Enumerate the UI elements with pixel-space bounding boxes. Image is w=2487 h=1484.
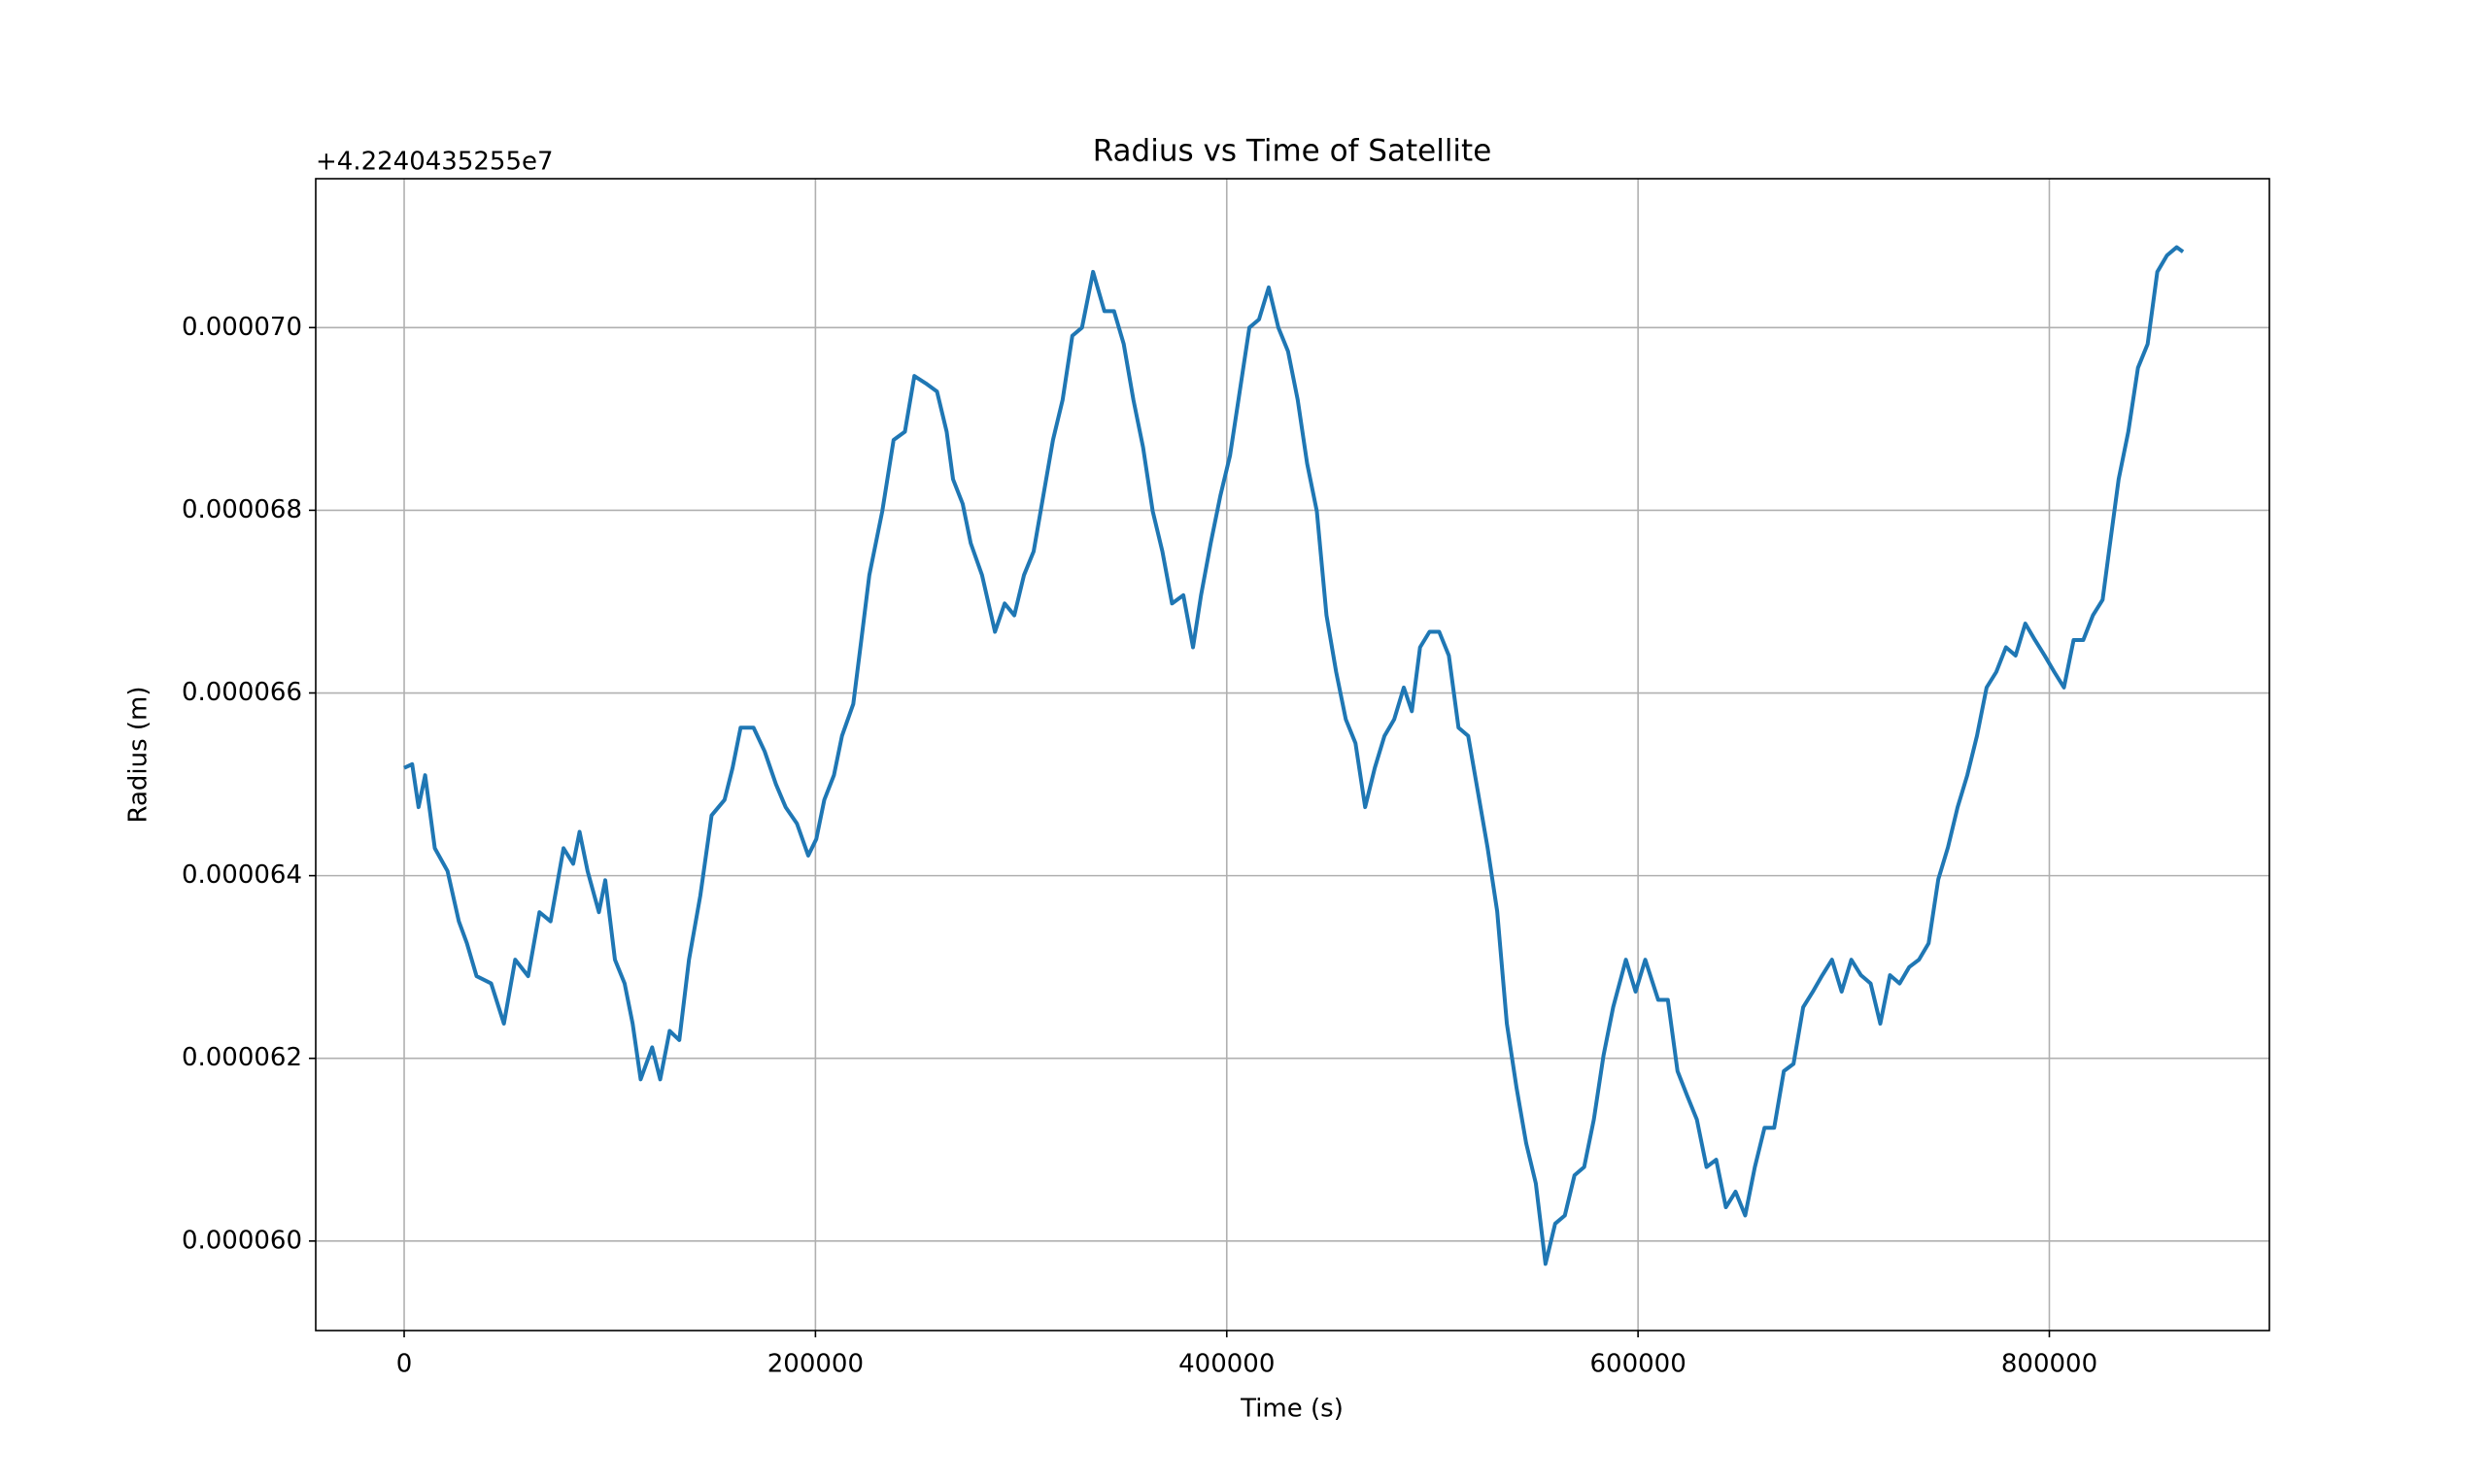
x-tick-label: 600000 <box>1589 1350 1686 1379</box>
y-tick-label: 0.000060 <box>182 1226 302 1255</box>
x-tick-label: 400000 <box>1178 1350 1275 1379</box>
y-tick-label: 0.000064 <box>182 860 302 890</box>
y-tick-label: 0.000066 <box>182 678 302 707</box>
x-tick-label: 800000 <box>2001 1350 2097 1379</box>
data-line <box>403 245 2185 1266</box>
y-tick-label: 0.000062 <box>182 1043 302 1072</box>
x-tick-label: 200000 <box>767 1350 864 1379</box>
x-tick-label: 0 <box>396 1350 413 1379</box>
x-axis-label: Time (s) <box>1240 1395 1344 1424</box>
chart-title: Radius vs Time of Satellite <box>1093 134 1492 169</box>
y-tick-label: 0.000068 <box>182 495 302 524</box>
y-axis-label: Radius (m) <box>124 686 153 823</box>
plot-frame <box>315 178 2270 1332</box>
y-offset-label: +4.2240435255e7 <box>316 148 554 177</box>
y-tick-label: 0.000070 <box>182 313 302 342</box>
